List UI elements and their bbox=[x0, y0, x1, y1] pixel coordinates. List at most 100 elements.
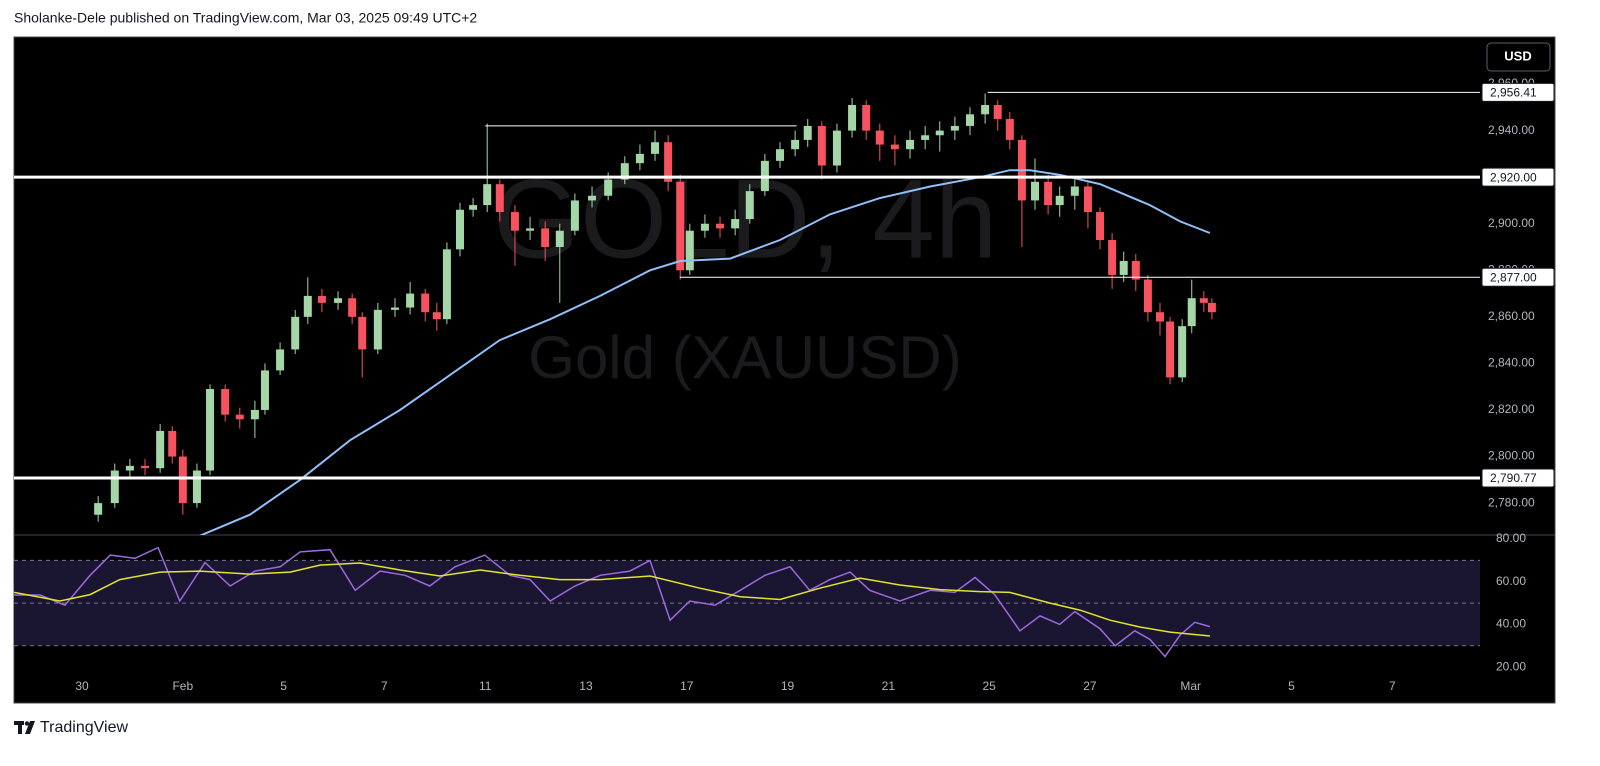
x-tick-label: 5 bbox=[280, 679, 287, 693]
candle-body bbox=[1131, 260, 1140, 280]
candle-body bbox=[832, 130, 841, 166]
y-tick-label: 2,780.00 bbox=[1488, 495, 1535, 509]
candle-body bbox=[950, 125, 959, 131]
line-series bbox=[14, 546, 1211, 658]
candle-body bbox=[1166, 321, 1175, 378]
candle-body bbox=[921, 135, 930, 140]
candle-body bbox=[1119, 260, 1128, 275]
y-tick-label: 40.00 bbox=[1496, 617, 1526, 631]
candle-body bbox=[334, 298, 343, 303]
publish-header: Sholanke-Dele published on TradingView.c… bbox=[14, 10, 477, 26]
brand-name: TradingView bbox=[40, 719, 128, 736]
y-tick-label: 80.00 bbox=[1496, 531, 1526, 545]
candle-body bbox=[664, 142, 673, 182]
candle-body bbox=[260, 370, 269, 410]
candle-body bbox=[541, 228, 550, 248]
y-tick-label: 2,940.00 bbox=[1488, 123, 1535, 137]
candle-body bbox=[875, 130, 884, 145]
level-label: 2,790.77 bbox=[1490, 471, 1537, 485]
candle-body bbox=[303, 295, 312, 317]
candle-body bbox=[745, 191, 754, 220]
level-label-box bbox=[1481, 167, 1555, 187]
candle-body bbox=[495, 184, 504, 213]
candle-body bbox=[1083, 186, 1092, 213]
candle-body bbox=[291, 316, 300, 350]
level-label-box bbox=[1481, 468, 1555, 488]
y-tick-label: 2,800.00 bbox=[1488, 449, 1535, 463]
currency-label[interactable]: USD bbox=[1504, 48, 1531, 63]
y-tick-label: 60.00 bbox=[1496, 574, 1526, 588]
logo-dot bbox=[24, 721, 30, 726]
candle-body bbox=[1155, 312, 1164, 322]
candle-body bbox=[676, 181, 685, 271]
level-label: 2,956.41 bbox=[1490, 86, 1537, 100]
candle-body bbox=[776, 149, 785, 161]
x-tick-label: 13 bbox=[579, 679, 593, 693]
watermark-subtitle: Gold (XAUUSD) bbox=[528, 324, 961, 391]
candle-body bbox=[848, 104, 857, 131]
candle-body bbox=[1108, 240, 1117, 275]
candle-body bbox=[981, 104, 990, 115]
rsi-pane bbox=[14, 546, 1480, 658]
y-tick-label: 2,820.00 bbox=[1488, 402, 1535, 416]
candle-body bbox=[570, 200, 579, 231]
candle-body bbox=[1187, 298, 1196, 327]
x-tick-label: 19 bbox=[781, 679, 795, 693]
level-label-box bbox=[1481, 82, 1555, 102]
candle-body bbox=[1005, 118, 1014, 140]
price-pane bbox=[94, 93, 1216, 535]
y-tick-label: 20.00 bbox=[1496, 659, 1526, 673]
candle-body bbox=[993, 104, 1002, 119]
x-tick-label: 7 bbox=[1389, 679, 1396, 693]
candle-body bbox=[803, 125, 812, 140]
x-tick-label: Mar bbox=[1180, 679, 1201, 693]
candle-body bbox=[221, 389, 230, 415]
candle-body bbox=[555, 230, 564, 248]
watermark-title: GOLD, 4h bbox=[493, 157, 997, 282]
candle-body bbox=[156, 430, 165, 469]
candle-body bbox=[442, 249, 451, 320]
candle-body bbox=[358, 316, 367, 350]
candle-body bbox=[483, 184, 492, 206]
x-tick-label: 25 bbox=[982, 679, 996, 693]
candle-body bbox=[406, 293, 415, 308]
candle-body bbox=[469, 205, 478, 210]
x-tick-label: 30 bbox=[75, 679, 89, 693]
candle-body bbox=[1031, 181, 1040, 201]
y-tick-label: 2,900.00 bbox=[1488, 216, 1535, 230]
x-tick-label: Feb bbox=[172, 679, 193, 693]
candle-body bbox=[1055, 195, 1064, 206]
candle-body bbox=[817, 125, 826, 166]
candle-body bbox=[620, 163, 629, 180]
candle-body bbox=[390, 307, 399, 310]
level-label-box bbox=[1481, 267, 1555, 287]
currency-button[interactable]: USD bbox=[1486, 42, 1551, 72]
candle-body bbox=[526, 228, 535, 231]
candle-body bbox=[1096, 212, 1105, 241]
candle-body bbox=[432, 312, 441, 320]
candle-body bbox=[906, 139, 915, 150]
candle-body bbox=[862, 104, 871, 131]
level-label: 2,920.00 bbox=[1490, 170, 1537, 184]
candle-body bbox=[604, 179, 613, 196]
candle-body bbox=[455, 209, 464, 250]
y-tick-label: 2,840.00 bbox=[1488, 356, 1535, 370]
x-tick-label: 27 bbox=[1083, 679, 1097, 693]
x-tick-label: 7 bbox=[381, 679, 388, 693]
candle-body bbox=[890, 144, 899, 150]
candle-body bbox=[1207, 302, 1216, 313]
candle-body bbox=[635, 153, 644, 164]
candle-body bbox=[588, 195, 597, 201]
currency-button-frame[interactable] bbox=[1486, 42, 1551, 72]
candle-body bbox=[731, 219, 740, 229]
line-series bbox=[14, 562, 1210, 637]
candle-body bbox=[510, 212, 519, 231]
x-tick-label: 17 bbox=[680, 679, 694, 693]
candle-body bbox=[1044, 181, 1053, 206]
candle-body bbox=[1199, 298, 1208, 303]
brand-logo bbox=[14, 721, 35, 734]
candle-body bbox=[935, 130, 944, 136]
candle-body bbox=[685, 230, 694, 271]
candle-body bbox=[1070, 186, 1079, 196]
candle-body bbox=[373, 309, 382, 350]
